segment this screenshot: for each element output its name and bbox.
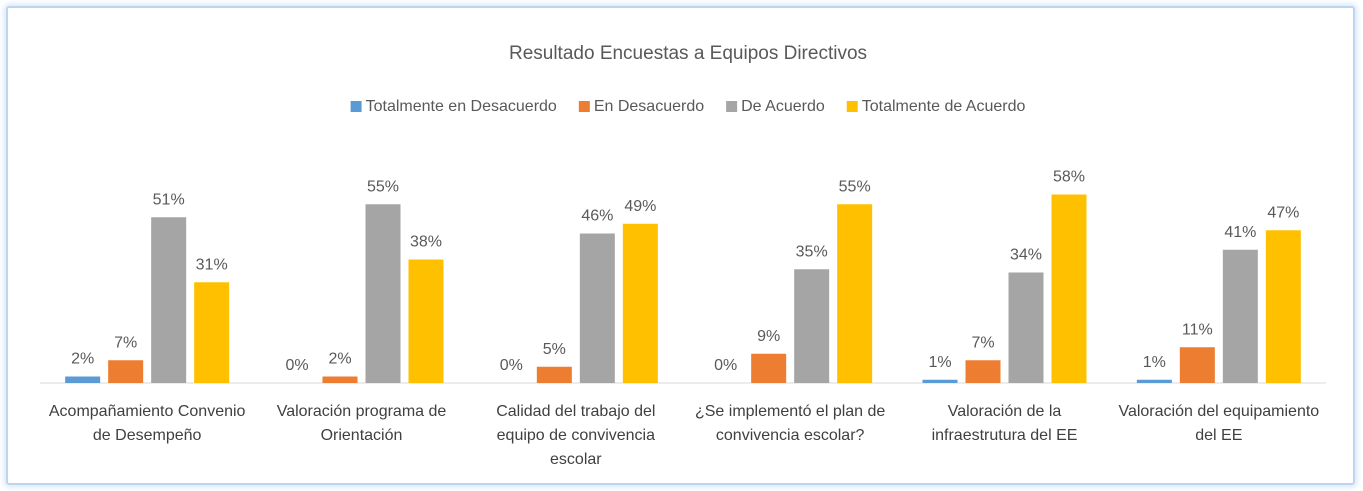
data-label: 5%: [543, 341, 566, 358]
bar: [65, 376, 101, 383]
legend-swatch: [350, 101, 362, 112]
data-label: 9%: [757, 328, 780, 345]
bar: [1136, 379, 1172, 383]
bar: [579, 233, 615, 383]
data-label: 46%: [581, 208, 613, 225]
bar: [965, 360, 1001, 383]
data-label: 0%: [285, 357, 308, 374]
data-label: 0%: [500, 357, 523, 374]
data-label: 55%: [839, 178, 871, 195]
chart-title: Resultado Encuestas a Equipos Directivos: [509, 43, 867, 64]
legend: Totalmente en Desacuerdo En Desacuerdo De …: [350, 98, 1026, 115]
bar: [751, 353, 787, 383]
bar: [365, 204, 401, 383]
legend-item: En Desacuerdo: [578, 98, 704, 115]
bar: [1051, 194, 1087, 383]
legend-item: Totalmente de Acuerdo: [846, 98, 1026, 115]
bar: [1265, 230, 1301, 383]
data-label: 11%: [1182, 321, 1213, 338]
data-label: 41%: [1224, 224, 1256, 241]
bar: [194, 282, 230, 383]
data-label: 34%: [1010, 247, 1042, 264]
bar: [837, 204, 873, 383]
bar: [408, 259, 444, 383]
legend-label: Totalmente en Desacuerdo: [366, 98, 557, 115]
bar: [794, 269, 830, 383]
data-label: 2%: [71, 351, 94, 368]
bar: [108, 360, 144, 383]
data-label: 49%: [624, 198, 656, 215]
data-label: 55%: [367, 178, 399, 195]
bar: [1222, 249, 1258, 383]
data-label: 1%: [1143, 354, 1166, 371]
bar: [1008, 272, 1044, 383]
legend-label: En Desacuerdo: [594, 98, 704, 115]
legend-item: De Acuerdo: [726, 98, 825, 115]
data-label: 58%: [1053, 169, 1085, 186]
legend-swatch: [578, 101, 590, 112]
data-label: 0%: [714, 357, 737, 374]
bar: [1179, 347, 1215, 383]
data-label: 31%: [196, 256, 228, 273]
data-label: 51%: [153, 191, 185, 208]
legend-swatch: [726, 101, 738, 112]
data-label: 38%: [410, 234, 442, 251]
bar: [622, 223, 658, 383]
legend-label: De Acuerdo: [741, 98, 825, 115]
x-tick-label: ¿Se implementó el plan de convivencia es…: [694, 403, 886, 444]
chart-frame: Resultado Encuestas a Equipos Directivos…: [6, 6, 1355, 485]
legend-label: Totalmente de Acuerdo: [862, 98, 1026, 115]
chart: Resultado Encuestas a Equipos Directivos…: [40, 43, 1326, 384]
x-tick-label: Acompañamiento Convenio de Desempeño: [48, 403, 246, 444]
data-label: 47%: [1267, 204, 1299, 221]
data-label: 7%: [114, 334, 137, 351]
data-label: 1%: [928, 354, 951, 371]
bar: [536, 366, 572, 383]
x-tick-label: Valoración del equipamiento del EE: [1118, 403, 1320, 444]
bar: [151, 217, 187, 383]
bar: [322, 376, 358, 383]
x-tick-label: Valoración de la infraestrutura del EE: [931, 403, 1078, 444]
x-tick-label: Calidad del trabajo del equipo de conviv…: [496, 403, 656, 468]
data-label: 35%: [796, 243, 828, 260]
x-tick-label: Valoración programa de Orientación: [276, 403, 447, 444]
data-label: 7%: [971, 334, 994, 351]
bar: [922, 379, 958, 383]
legend-swatch: [846, 101, 858, 112]
data-label: 2%: [328, 351, 351, 368]
legend-item: Totalmente en Desacuerdo: [350, 98, 557, 115]
